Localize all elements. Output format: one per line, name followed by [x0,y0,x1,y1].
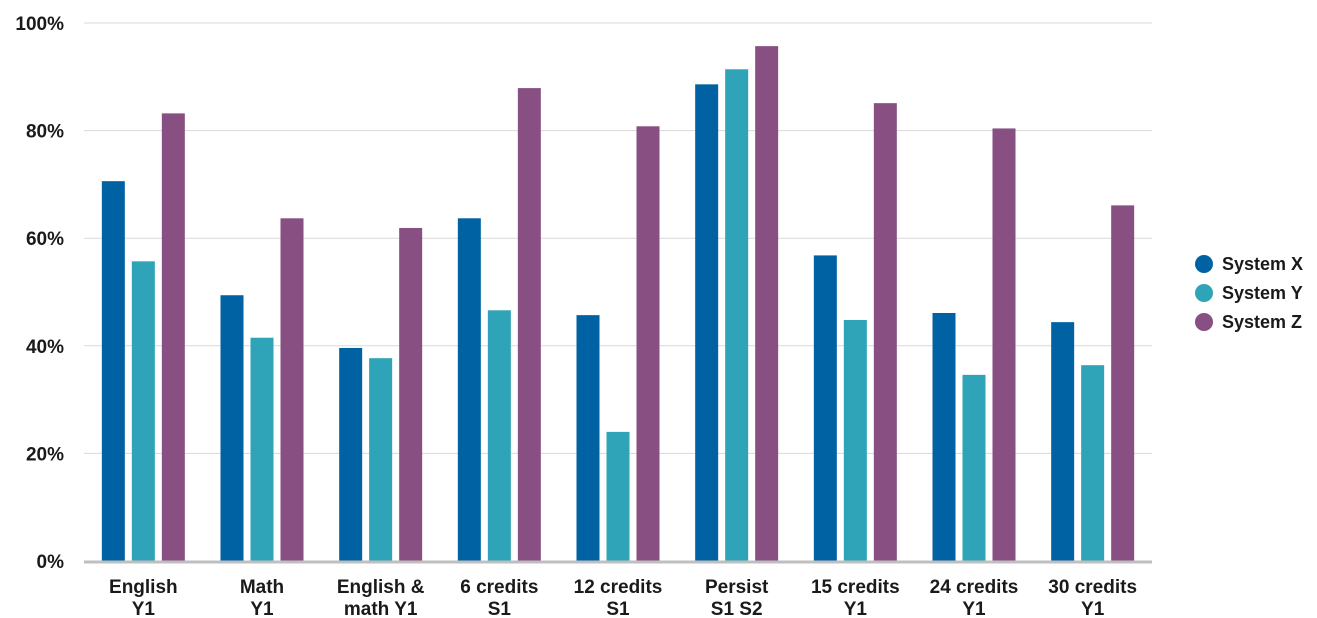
bar [1051,322,1075,561]
bar [399,227,423,561]
legend-label: System Y [1222,283,1303,303]
x-category-label-line: 30 credits [1048,577,1137,598]
legend-label: System X [1222,254,1303,274]
x-category-label-line: S1 [606,599,630,618]
bar [250,337,274,561]
bar [161,113,185,561]
bar [1111,205,1135,561]
bar [487,310,511,561]
legend: System X System Y System Z [1195,254,1303,332]
x-category-label: 12 credits S1 [574,577,663,618]
y-tick-label: 0% [37,552,65,573]
x-category-label-line: Y1 [844,599,868,618]
x-category-label-line: English [109,577,178,598]
x-category-label: Math Y1 [240,577,284,618]
x-category-label: English Y1 [109,577,178,618]
x-category-label-line: Y1 [250,599,274,618]
bar [457,218,481,561]
bar [369,358,393,561]
bar [755,46,779,562]
x-category-label-line: S1 S2 [711,599,763,618]
x-category-label: 6 credits S1 [460,577,538,618]
bar [932,312,956,561]
bar [606,431,630,561]
y-tick-label: 60% [26,229,64,250]
legend-swatch [1195,255,1213,273]
bar [843,319,867,561]
bar [1081,365,1105,561]
x-category-label-line: Y1 [962,599,986,618]
bar [131,261,155,561]
x-category-label: 15 credits Y1 [811,577,900,618]
x-category-label-line: 24 credits [930,577,1019,598]
x-category-label-line: 12 credits [574,577,663,598]
x-category-label-line: Math [240,577,284,598]
bar [636,126,660,562]
bar [992,128,1016,561]
bar [576,315,600,561]
x-category-label: English & math Y1 [337,577,425,618]
x-category-label-line: math Y1 [344,599,418,618]
gridlines [84,22,1152,454]
legend-item: System Y [1195,283,1303,303]
x-category-label: Persist S1 S2 [705,577,769,618]
bar [280,218,304,561]
x-category-label-line: 15 credits [811,577,900,598]
legend-item: System Z [1195,312,1302,332]
series-system-x [101,84,1075,561]
bar [101,181,125,561]
bar [962,374,986,561]
x-category-label-line: 6 credits [460,577,538,598]
x-category-label-line: Persist [705,577,769,598]
y-tick-label: 80% [26,122,64,143]
x-category-label-line: Y1 [1081,599,1105,618]
y-axis-tick-labels: 0% 20% 40% 60% 80% 100% [15,14,64,573]
x-category-label: 30 credits Y1 [1048,577,1137,618]
bar [813,255,837,561]
bar [517,88,541,562]
series-system-z [161,46,1135,562]
bar [725,69,749,561]
legend-label: System Z [1222,312,1302,332]
y-tick-label: 100% [15,14,64,35]
x-category-label-line: English & [337,577,425,598]
bars [101,46,1135,562]
y-tick-label: 40% [26,337,64,358]
x-category-label-line: S1 [488,599,512,618]
bar [695,84,719,561]
bar [873,103,897,562]
legend-swatch [1195,284,1213,302]
legend-item: System X [1195,254,1303,274]
y-tick-label: 20% [26,444,64,465]
x-category-label: 24 credits Y1 [930,577,1019,618]
x-category-label-line: Y1 [132,599,156,618]
series-system-y [131,69,1105,561]
bar [339,347,363,561]
bar [220,295,244,561]
legend-swatch [1195,313,1213,331]
